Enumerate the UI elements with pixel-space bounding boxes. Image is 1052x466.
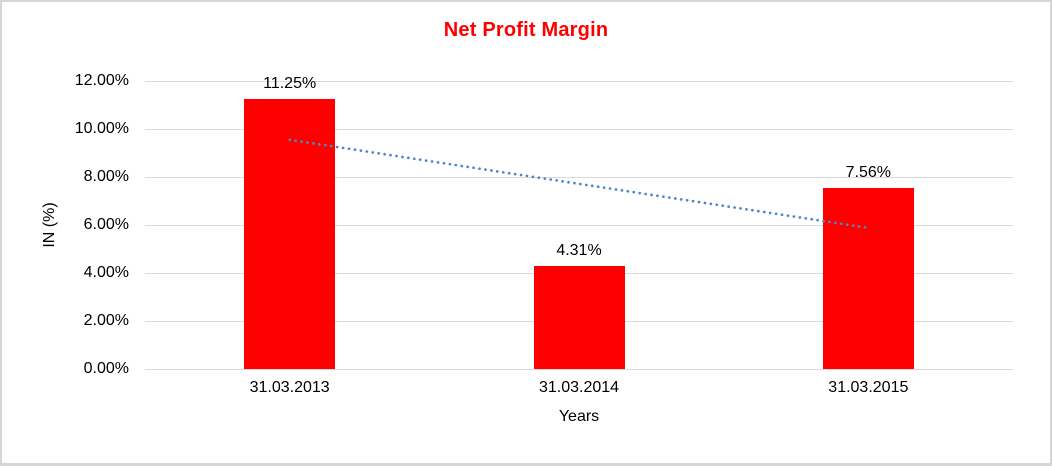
y-tick-label: 4.00% [83, 264, 129, 281]
trendline [288, 138, 870, 230]
y-tick-label: 6.00% [83, 216, 129, 233]
gridline [145, 176, 1013, 178]
y-tick-label: 8.00% [83, 168, 129, 185]
x-category-label: 31.03.2014 [538, 379, 620, 396]
bar-data-label: 11.25% [263, 75, 317, 92]
x-category-label: 31.03.2015 [828, 379, 909, 396]
y-tick-label: 10.00% [74, 120, 129, 137]
gridline [145, 128, 1013, 130]
y-tick-label: 2.00% [83, 312, 129, 329]
plot-area: 11.25% 4.31% 7.56% [145, 75, 1013, 370]
y-tick-label: 0.00% [83, 360, 129, 377]
y-tick-label: 12.00% [74, 72, 129, 89]
gridline [145, 368, 1013, 370]
bar-data-label: 7.56% [845, 163, 892, 181]
chart-title: Net Profit Margin [443, 19, 609, 41]
x-category-label: 31.03.2013 [249, 379, 330, 396]
gridline [145, 224, 1013, 226]
bar-data-label: 4.31% [556, 241, 602, 259]
bar-31.03.2015 [822, 187, 914, 369]
bar-31.03.2014 [533, 265, 625, 369]
x-axis-title: Years [558, 408, 600, 425]
gridline [145, 80, 1013, 82]
